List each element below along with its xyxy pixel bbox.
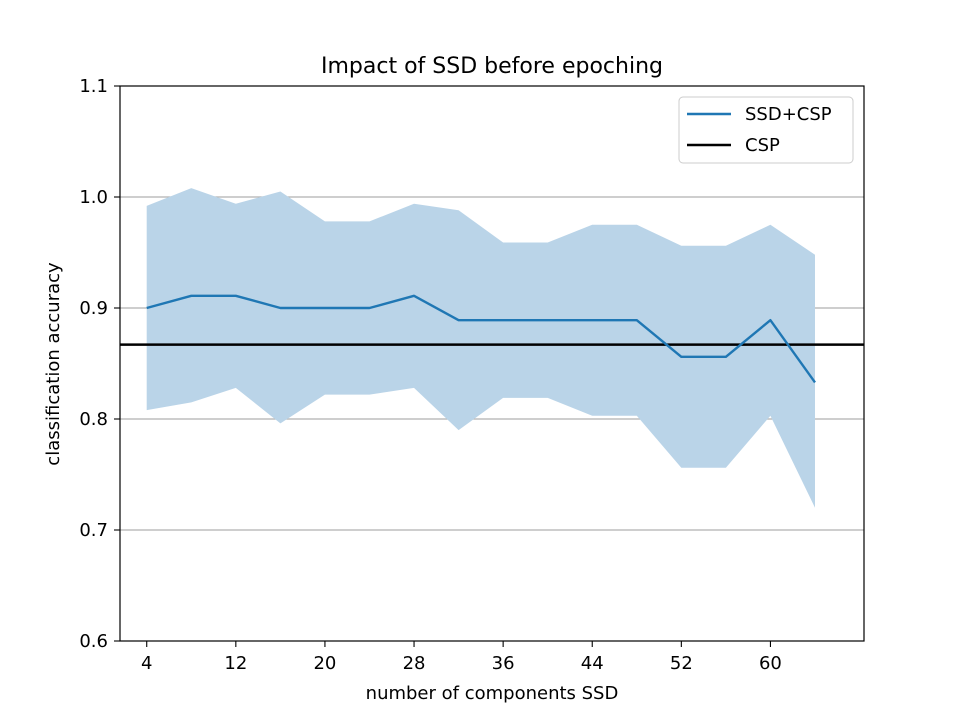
- confidence-band-group: [146, 188, 815, 508]
- chart-title: Impact of SSD before epoching: [321, 54, 663, 79]
- x-tick-label: 36: [492, 653, 515, 674]
- legend: SSD+CSP CSP: [678, 96, 854, 164]
- series-lines-group: [120, 294, 864, 384]
- y-tick-label: 0.6: [79, 631, 108, 652]
- y-tick-label: 0.7: [79, 520, 108, 541]
- x-tick-label: 4: [141, 653, 152, 674]
- axis-ticks: 0.6 0.7 0.8 0.9 1.0 1.1 4 12 20 28 36 44 52 60: [79, 76, 782, 674]
- y-tick-label: 0.8: [79, 409, 108, 430]
- y-axis-label: classification accuracy: [43, 262, 64, 466]
- plot-frame: [119, 85, 865, 642]
- y-tick-label: 1.0: [79, 187, 108, 208]
- x-tick-label: 12: [224, 653, 247, 674]
- confidence-band-ssd-csp: [146, 188, 815, 508]
- y-tick-label: 1.1: [79, 76, 108, 97]
- series-line-ssd-csp: [146, 294, 816, 384]
- legend-label-ssd-csp: SSD+CSP: [745, 104, 832, 125]
- x-tick-label: 52: [670, 653, 693, 674]
- x-axis-label: number of components SSD: [366, 683, 619, 704]
- legend-label-csp: CSP: [745, 135, 780, 156]
- x-tick-label: 60: [759, 653, 782, 674]
- x-tick-label: 28: [403, 653, 426, 674]
- x-tick-label: 20: [313, 653, 336, 674]
- x-tick-label: 44: [581, 653, 604, 674]
- y-tick-label: 0.9: [79, 298, 108, 319]
